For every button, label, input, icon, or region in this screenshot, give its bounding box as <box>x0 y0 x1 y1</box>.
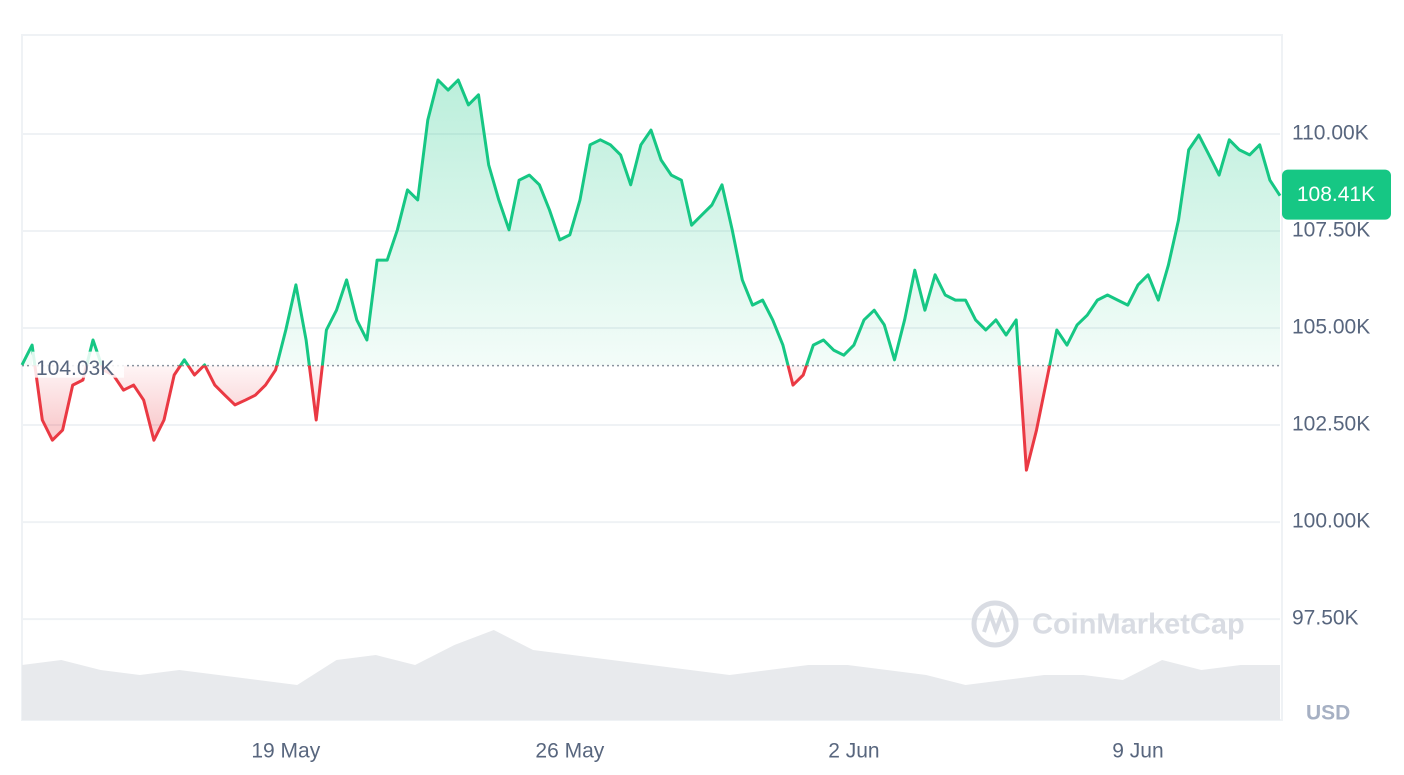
y-tick-label: 107.50K <box>1292 219 1370 242</box>
y-tick-label: 110.00K <box>1292 122 1369 145</box>
current-price-label: 108.41K <box>1297 183 1375 206</box>
current-price-tag <box>1282 169 1391 220</box>
x-tick-label: 9 Jun <box>1112 740 1163 763</box>
baseline-label: 104.03K <box>36 357 114 380</box>
price-area <box>22 80 1280 471</box>
x-tick-label: 2 Jun <box>828 740 879 763</box>
watermark-logo <box>971 600 1019 648</box>
x-tick-label: 19 May <box>251 740 320 763</box>
volume-area <box>22 630 1280 720</box>
price-line <box>20 78 1282 472</box>
y-tick-label: 100.00K <box>1292 510 1370 533</box>
y-tick-label: 102.50K <box>1292 413 1370 436</box>
y-tick-label: 97.50K <box>1292 607 1359 630</box>
watermark: CoinMarketCap <box>971 600 1245 648</box>
watermark-text: CoinMarketCap <box>1032 609 1245 641</box>
x-tick-label: 26 May <box>535 740 604 763</box>
currency-label: USD <box>1306 702 1350 725</box>
baseline-label-bg <box>32 351 124 378</box>
y-tick-label: 105.00K <box>1292 316 1370 339</box>
watermark-logo <box>982 608 1010 636</box>
